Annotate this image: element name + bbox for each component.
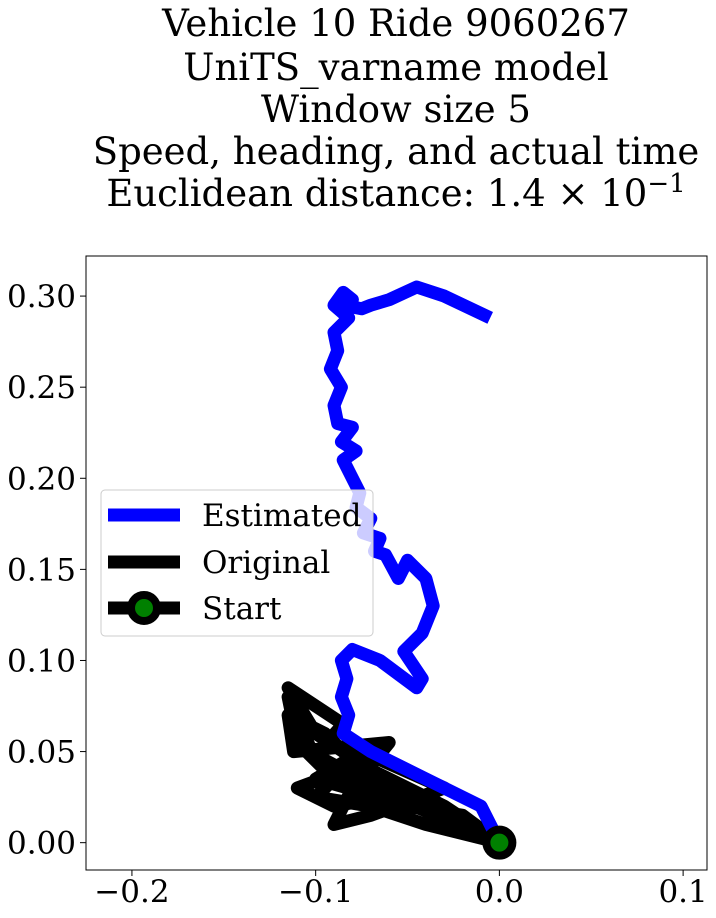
title-line-4: Speed, heading, and actual time [93,130,700,173]
x-axis-ticks: −0.2 −0.1 0.0 0.1 [94,870,708,910]
title-line-2: UniTS_varname model [183,46,608,90]
x-tick-label: −0.2 [94,874,169,910]
x-tick-label: −0.1 [278,874,353,910]
y-tick-label: 0.15 [7,552,76,588]
title-line-5: Euclidean distance: 1.4 × 10−1 [106,169,685,215]
y-tick-label: 0.10 [7,643,76,679]
y-tick-label: 0.30 [7,279,76,315]
legend-box [100,489,374,637]
title-line-1: Vehicle 10 Ride 9060267 [161,2,630,45]
legend: Estimated Original Start [100,489,374,637]
start-marker [482,825,517,860]
y-tick-label: 0.25 [7,370,76,406]
title-line-3: Window size 5 [261,88,531,131]
y-tick-label: 0.05 [7,735,76,771]
y-tick-label: 0.20 [7,461,76,497]
axes-frame [85,255,708,871]
legend-label-estimated: Estimated [202,498,361,534]
x-tick-label: 0.1 [658,874,707,910]
legend-label-original: Original [202,545,330,581]
y-tick-label: 0.00 [7,826,76,862]
title-exponent: −1 [647,169,685,199]
x-tick-label: 0.0 [475,874,524,910]
legend-start-marker [127,591,161,625]
y-axis-ticks: 0.00 0.05 0.10 0.15 0.20 0.25 0.30 [7,279,86,862]
legend-label-start: Start [202,591,282,627]
